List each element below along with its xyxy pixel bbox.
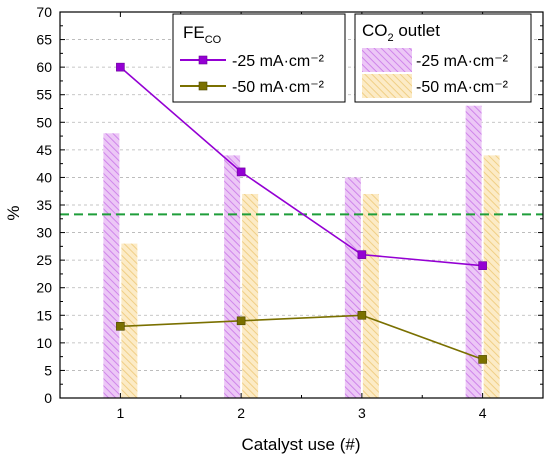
y-tick-label: 10 bbox=[36, 335, 52, 351]
legend-bar-label-25: -25 mA·cm⁻² bbox=[416, 53, 509, 70]
y-tick-label: 35 bbox=[36, 197, 52, 213]
bar-25-1 bbox=[103, 133, 120, 399]
bar-50-2 bbox=[242, 193, 259, 398]
y-axis: 0 5 10 15 20 25 30 35 40 45 50 55 60 65 70 bbox=[36, 4, 543, 406]
bar-25-3 bbox=[344, 177, 361, 398]
y-tick-label: 55 bbox=[36, 87, 52, 103]
series-line-50 bbox=[120, 314, 483, 361]
y-tick-label: 20 bbox=[36, 280, 52, 296]
legend-lines-title: FECO bbox=[183, 23, 222, 46]
point-50-2 bbox=[236, 316, 246, 326]
bars bbox=[103, 105, 500, 399]
y-tick-label: 65 bbox=[36, 32, 52, 48]
legend-marker-50 bbox=[198, 81, 208, 91]
legend-bars-title: CO2 outlet bbox=[362, 21, 440, 44]
point-25-4 bbox=[478, 261, 487, 270]
series-line-25 bbox=[119, 66, 483, 267]
y-tick-label: 70 bbox=[36, 4, 52, 20]
x-tick-label: 1 bbox=[116, 405, 124, 421]
legend-bars: CO2 outlet -25 mA·cm⁻² -50 mA·cm⁻² bbox=[354, 13, 532, 103]
bar-50-4 bbox=[483, 155, 500, 398]
bar-25-2 bbox=[224, 155, 241, 398]
legend-bar-swatch-50 bbox=[362, 74, 412, 98]
point-50-4 bbox=[478, 355, 487, 364]
y-tick-label: 25 bbox=[36, 252, 52, 268]
point-25-3 bbox=[357, 250, 367, 259]
point-50-1 bbox=[116, 322, 125, 331]
legend-line-label-50: -50 mA·cm⁻² bbox=[232, 79, 325, 96]
y-tick-label: 0 bbox=[44, 390, 52, 406]
y-tick-label: 15 bbox=[36, 307, 52, 323]
legend-bar-swatch-25 bbox=[362, 48, 412, 72]
bar-50-1 bbox=[121, 243, 138, 398]
y-axis-title: % bbox=[4, 205, 23, 220]
point-25-1 bbox=[116, 62, 125, 72]
y-tick-label: 60 bbox=[36, 59, 52, 75]
point-50-3 bbox=[357, 310, 367, 320]
legend-bar-label-50: -50 mA·cm⁻² bbox=[416, 79, 509, 96]
y-tick-label: 45 bbox=[36, 142, 52, 158]
point-25-2 bbox=[236, 167, 246, 177]
x-tick-label: 4 bbox=[479, 405, 487, 421]
y-tick-label: 40 bbox=[36, 169, 52, 185]
x-tick-label: 3 bbox=[358, 405, 366, 421]
legend-lines: FECO -25 mA·cm⁻² -50 mA·cm⁻² bbox=[172, 13, 346, 103]
bar-25-4 bbox=[465, 105, 482, 398]
bar-50-3 bbox=[362, 193, 379, 398]
x-axis-title: Catalyst use (#) bbox=[241, 435, 360, 454]
y-tick-label: 5 bbox=[44, 362, 52, 378]
legend-line-label-25: -25 mA·cm⁻² bbox=[232, 53, 325, 70]
y-tick-label: 30 bbox=[36, 225, 52, 241]
x-tick-label: 2 bbox=[237, 405, 245, 421]
legend-marker-25 bbox=[198, 55, 208, 65]
y-tick-label: 50 bbox=[36, 114, 52, 130]
line-series bbox=[116, 62, 487, 364]
